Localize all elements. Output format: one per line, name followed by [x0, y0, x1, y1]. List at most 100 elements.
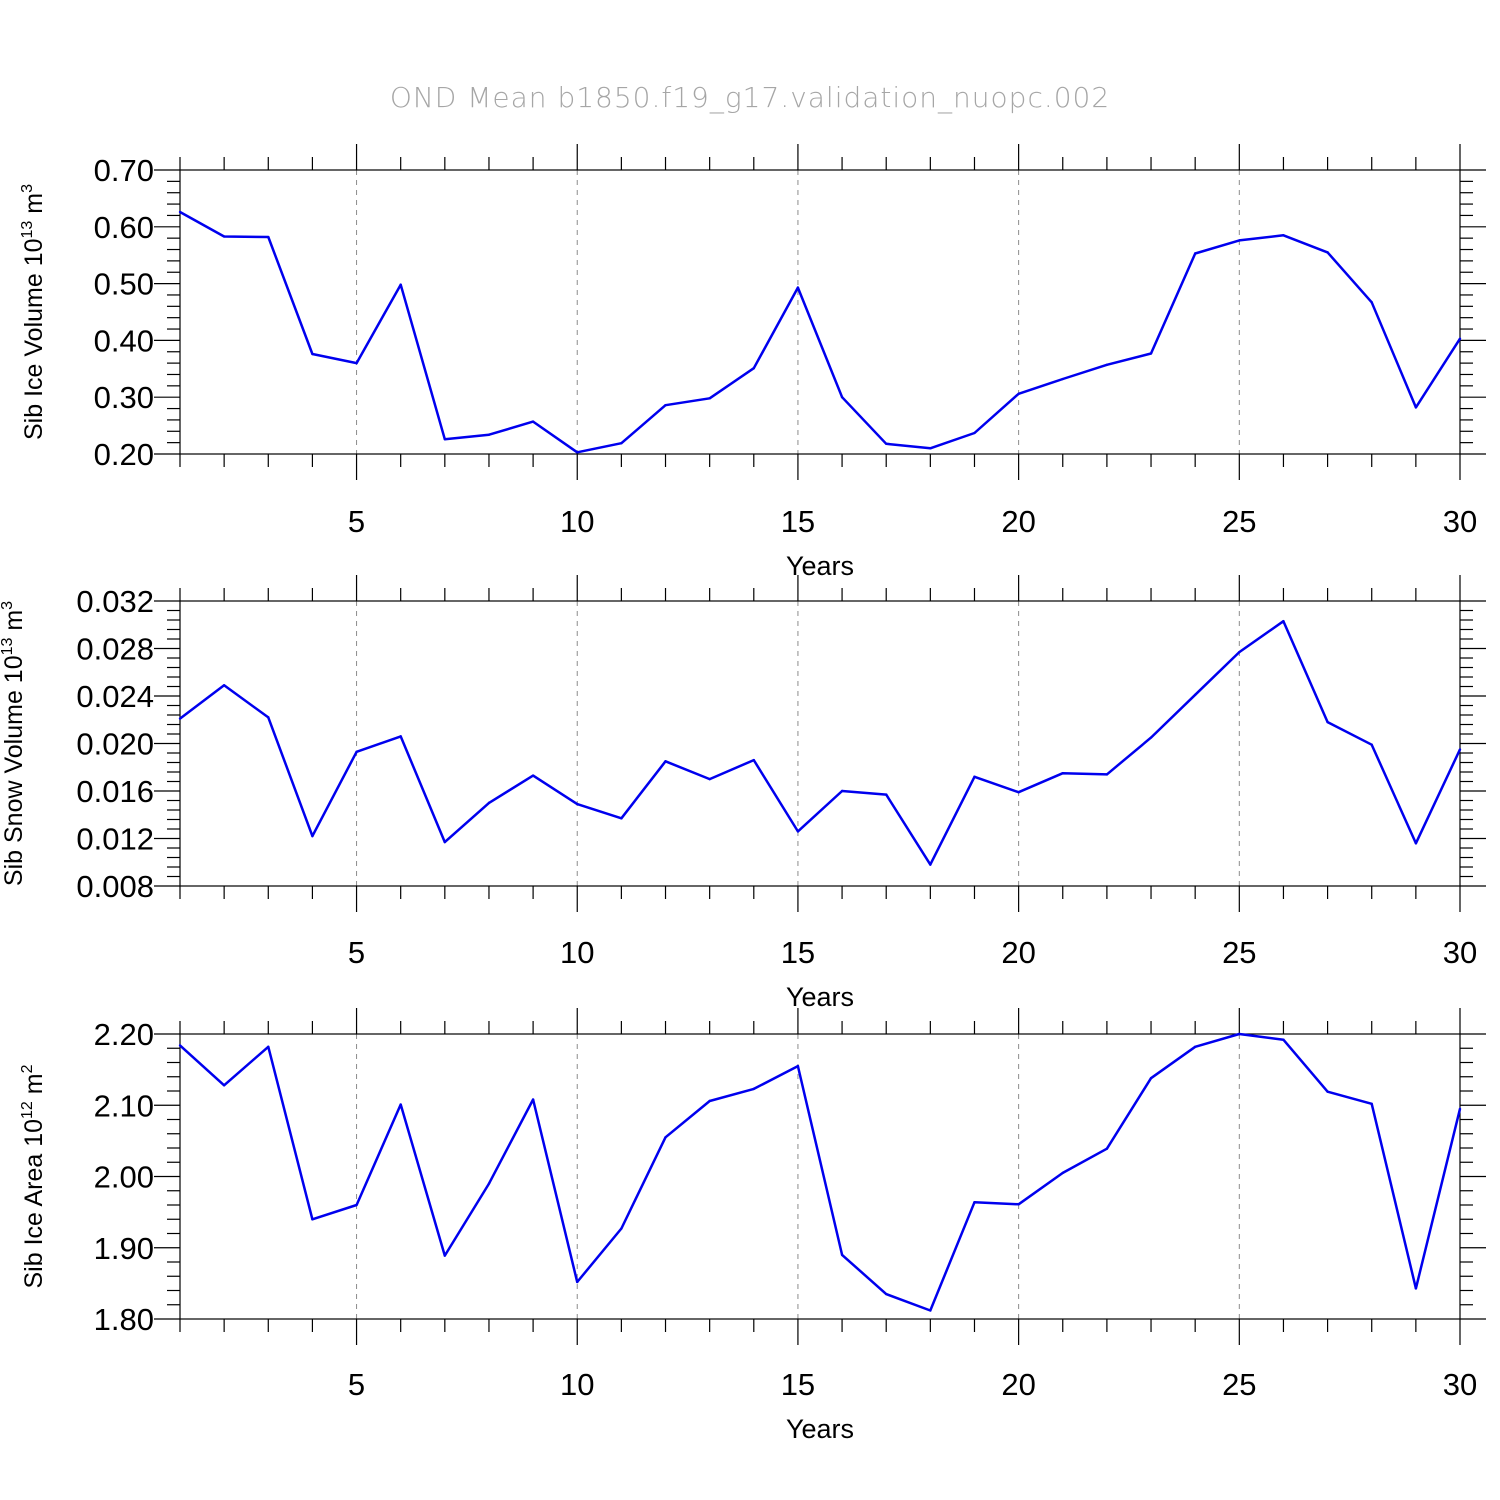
y-axis-label-part: 3 [19, 184, 36, 193]
data-point [664, 403, 667, 407]
data-point [840, 789, 844, 793]
data-point [620, 817, 623, 820]
y-tick-label: 0.30 [94, 380, 154, 415]
data-point [1149, 352, 1153, 355]
data-point [576, 802, 579, 806]
y-tick-label: 0.028 [76, 632, 154, 667]
x-tick-label: 20 [1001, 1367, 1035, 1402]
data-point [1017, 392, 1020, 395]
y-axis-label-part: 13 [0, 637, 16, 655]
data-point [664, 1136, 667, 1139]
data-point [885, 793, 888, 796]
data-point [399, 735, 402, 738]
data-point [531, 420, 535, 423]
data-point [222, 235, 226, 238]
y-axis-label-part: Sib Snow Volume 10 [0, 655, 28, 886]
y-axis-label-part: 12 [19, 1101, 36, 1119]
x-tick-label: 30 [1443, 504, 1477, 539]
data-point [1105, 363, 1109, 367]
data-point [708, 1099, 711, 1103]
data-point [267, 1045, 270, 1049]
data-point [355, 361, 358, 365]
data-point [1458, 748, 1462, 751]
x-tick-label: 15 [781, 504, 815, 539]
series-line [179, 619, 1462, 866]
data-point [1061, 377, 1064, 381]
data-point [1282, 234, 1285, 237]
y-tick-label: 2.00 [94, 1160, 154, 1195]
y-axis-label-part: m [20, 193, 48, 221]
data-point [267, 716, 270, 719]
data-point [1105, 1147, 1109, 1150]
data-point [1414, 842, 1418, 845]
data-point [929, 1309, 932, 1312]
chart-panels: 5 10 15 20 25 300.200.300.400.500.600.70Years… [0, 144, 1486, 1444]
data-point [1149, 1076, 1153, 1080]
series-line [179, 1032, 1462, 1312]
x-tick-label: 15 [781, 935, 815, 970]
series-line [179, 210, 1462, 454]
data-point [973, 431, 976, 435]
data-point [178, 1044, 182, 1047]
data-point [311, 1218, 314, 1221]
data-point [1326, 720, 1329, 724]
data-point [1017, 1203, 1020, 1206]
data-point [1238, 239, 1241, 242]
data-point [796, 1064, 800, 1068]
data-point [620, 1227, 623, 1230]
y-axis-label-part: 13 [19, 221, 36, 239]
data-point [531, 1098, 535, 1101]
data-point [1282, 619, 1285, 623]
data-point [840, 1253, 844, 1257]
y-tick-label: 2.10 [94, 1088, 154, 1123]
x-tick-label: 25 [1222, 1367, 1256, 1402]
data-point [1238, 650, 1241, 654]
data-point [1193, 1045, 1197, 1049]
data-point [1458, 337, 1462, 340]
data-point [752, 367, 755, 370]
data-point [355, 1203, 358, 1207]
data-point [1370, 743, 1373, 746]
data-point [487, 801, 491, 805]
y-tick-label: 0.20 [94, 437, 154, 472]
y-tick-label: 1.80 [94, 1302, 154, 1337]
data-point [443, 438, 447, 441]
plot-frame [179, 1033, 1461, 1320]
y-axis-label-part: m [20, 1073, 48, 1101]
x-tick-label: 30 [1443, 1367, 1477, 1402]
x-axis-label: Years [786, 1414, 854, 1444]
x-tick-label: 5 [348, 935, 365, 970]
data-point [840, 396, 844, 399]
data-point [1238, 1032, 1241, 1036]
data-point [1193, 252, 1197, 255]
data-point [311, 834, 314, 838]
data-point [267, 235, 270, 239]
data-point [1458, 1107, 1462, 1111]
y-tick-label: 0.40 [94, 323, 154, 358]
data-point [443, 1254, 447, 1257]
data-point [399, 1103, 402, 1106]
data-point [973, 775, 976, 778]
data-point [576, 451, 579, 454]
data-point [620, 442, 623, 445]
y-axis-label-part: Sib Ice Area 10 [20, 1119, 48, 1289]
data-point [222, 684, 226, 687]
data-point [664, 760, 667, 763]
data-point [708, 777, 711, 781]
y-axis-label-part: 3 [0, 601, 16, 610]
data-point [752, 1087, 755, 1091]
y-tick-label: 0.60 [94, 210, 154, 245]
x-tick-label: 30 [1443, 935, 1477, 970]
y-axis-label: Sib Snow Volume 1013 m3 [0, 601, 28, 886]
data-point [929, 863, 932, 866]
data-point [1370, 301, 1373, 304]
y-axis-label: Sib Ice Area 1012 m2 [19, 1064, 48, 1288]
panel-2: 5 10 15 20 25 30 0.008 0.012 0.016 0.020 0.024 0.02… [0, 575, 1486, 1012]
y-tick-label: 1.90 [94, 1231, 154, 1266]
data-point [1414, 1287, 1418, 1290]
data-point [796, 830, 800, 833]
data-point [487, 1182, 491, 1185]
data-point [1414, 406, 1418, 409]
data-point [311, 352, 314, 356]
